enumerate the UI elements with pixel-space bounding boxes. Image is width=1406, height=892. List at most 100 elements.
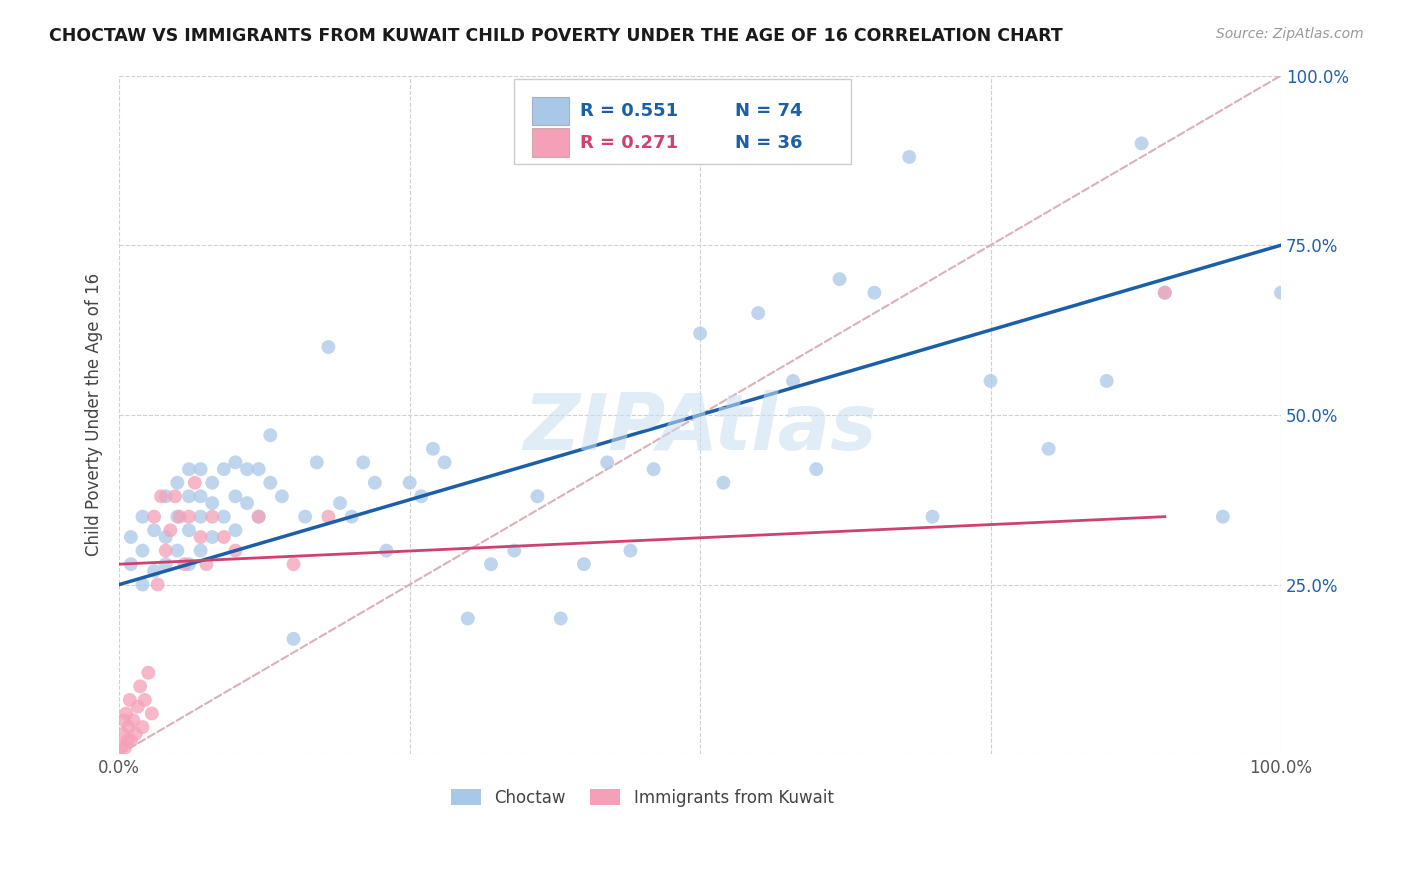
Point	[120, 733, 142, 747]
Point	[190, 509, 212, 524]
Point	[503, 543, 526, 558]
Point	[155, 543, 177, 558]
Point	[224, 489, 246, 503]
Point	[1130, 136, 1153, 151]
Text: R = 0.551: R = 0.551	[581, 102, 679, 120]
Point	[596, 455, 619, 469]
Point	[201, 496, 224, 510]
FancyBboxPatch shape	[515, 78, 851, 164]
Point	[283, 632, 305, 646]
Point	[1095, 374, 1118, 388]
Point	[1038, 442, 1060, 456]
Point	[212, 509, 235, 524]
Point	[177, 462, 200, 476]
Point	[114, 740, 136, 755]
Point	[150, 489, 173, 503]
Point	[212, 462, 235, 476]
Point	[155, 557, 177, 571]
Point	[118, 693, 141, 707]
Point	[184, 475, 207, 490]
Point	[177, 509, 200, 524]
FancyBboxPatch shape	[531, 96, 569, 125]
Point	[433, 455, 456, 469]
Point	[131, 543, 153, 558]
Point	[177, 489, 200, 503]
Point	[155, 530, 177, 544]
Point	[643, 462, 665, 476]
Point	[806, 462, 828, 476]
Point	[166, 543, 188, 558]
Point	[201, 530, 224, 544]
Point	[127, 699, 149, 714]
Point	[134, 693, 156, 707]
Point	[828, 272, 851, 286]
Point	[1153, 285, 1175, 300]
Point	[411, 489, 433, 503]
Point	[711, 475, 734, 490]
Point	[782, 374, 804, 388]
Text: R = 0.271: R = 0.271	[581, 134, 679, 152]
Point	[364, 475, 387, 490]
Point	[247, 462, 270, 476]
Point	[398, 475, 420, 490]
Point	[143, 509, 166, 524]
Point	[236, 496, 259, 510]
Point	[259, 428, 281, 442]
Point	[112, 713, 135, 727]
Point	[921, 509, 943, 524]
Point	[143, 564, 166, 578]
Point	[340, 509, 363, 524]
Point	[1212, 509, 1234, 524]
Point	[115, 706, 138, 721]
Point	[294, 509, 316, 524]
Point	[195, 557, 218, 571]
Point	[689, 326, 711, 341]
Point	[163, 489, 186, 503]
Point	[224, 455, 246, 469]
Point	[318, 509, 340, 524]
Point	[236, 462, 259, 476]
Point	[305, 455, 328, 469]
Point	[247, 509, 270, 524]
Point	[898, 150, 921, 164]
Point	[190, 530, 212, 544]
Point	[177, 557, 200, 571]
Point	[212, 530, 235, 544]
Y-axis label: Child Poverty Under the Age of 16: Child Poverty Under the Age of 16	[86, 273, 103, 557]
Point	[457, 611, 479, 625]
Point	[166, 475, 188, 490]
Point	[190, 489, 212, 503]
Point	[110, 740, 132, 755]
Point	[375, 543, 398, 558]
Point	[131, 509, 153, 524]
Point	[143, 523, 166, 537]
Text: ZIPAtlas: ZIPAtlas	[523, 391, 877, 467]
Point	[283, 557, 305, 571]
Point	[166, 509, 188, 524]
Point	[173, 557, 195, 571]
Point	[120, 530, 142, 544]
Legend: Choctaw, Immigrants from Kuwait: Choctaw, Immigrants from Kuwait	[444, 782, 841, 814]
Point	[120, 557, 142, 571]
Point	[117, 720, 139, 734]
Text: N = 36: N = 36	[735, 134, 803, 152]
FancyBboxPatch shape	[531, 128, 569, 157]
Point	[329, 496, 352, 510]
Point	[259, 475, 281, 490]
Point	[117, 733, 139, 747]
Point	[352, 455, 374, 469]
Text: Source: ZipAtlas.com: Source: ZipAtlas.com	[1216, 27, 1364, 41]
Point	[224, 543, 246, 558]
Point	[550, 611, 572, 625]
Point	[980, 374, 1002, 388]
Point	[422, 442, 444, 456]
Point	[111, 727, 134, 741]
Point	[247, 509, 270, 524]
Point	[190, 543, 212, 558]
Point	[131, 720, 153, 734]
Point	[169, 509, 191, 524]
Point	[122, 713, 145, 727]
Point	[619, 543, 641, 558]
Point	[190, 462, 212, 476]
Point	[159, 523, 181, 537]
